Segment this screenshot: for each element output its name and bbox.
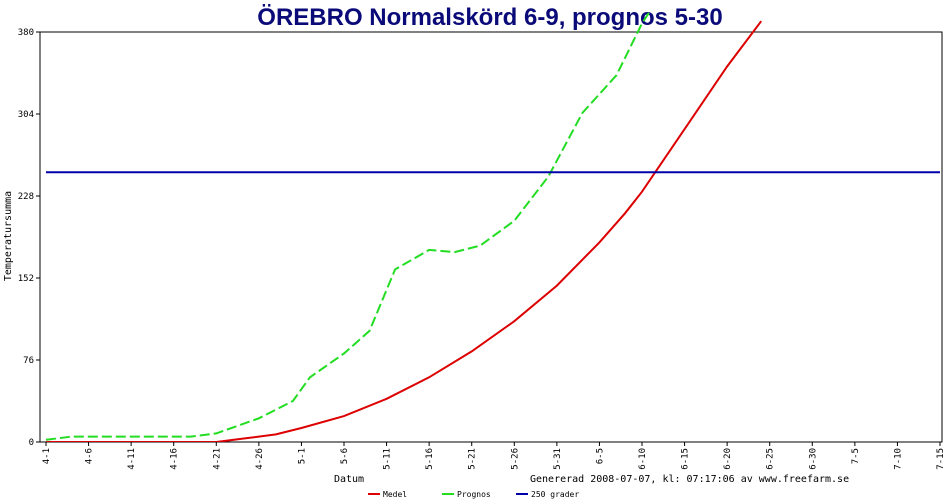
plot-area: 0 76 152 228 304 380 4-1 4-6 4-11 4-16 4-21 4-26 5-1… [18, 9, 946, 470]
x-tick-label: 4-21 [212, 448, 222, 470]
x-tick-label: 5-1 [297, 448, 307, 464]
y-tick-label: 380 [18, 28, 34, 38]
x-tick-label: 6-30 [808, 448, 818, 470]
x-tick-label: 6-5 [595, 448, 605, 464]
x-tick-label: 5-6 [340, 448, 350, 464]
x-tick-label: 6-25 [766, 448, 776, 470]
x-tick-label: 6-15 [681, 448, 691, 470]
x-tick-label: 5-31 [553, 448, 563, 470]
series-line-0 [46, 20, 762, 442]
series-line-1 [45, 9, 652, 441]
chart-title: ÖREBRO Normalskörd 6-9, prognos 5-30 [257, 4, 722, 31]
x-tick-label: 5-26 [510, 448, 520, 470]
legend-label: Medel [383, 490, 407, 499]
x-tick-label: 7-10 [893, 448, 903, 470]
x-tick-label: 7-5 [851, 448, 861, 464]
plot-frame [39, 31, 943, 443]
y-axis-label: Temperatursumma [3, 191, 14, 281]
y-tick-label: 0 [29, 438, 34, 448]
x-tick-label: 4-11 [127, 448, 137, 470]
x-tick-label: 6-10 [638, 448, 648, 470]
y-tick-label: 228 [18, 192, 34, 202]
x-tick-label: 4-6 [85, 448, 95, 464]
x-tick-label: 5-16 [425, 448, 435, 470]
x-tick-label: 5-11 [383, 448, 393, 470]
legend-label: Prognos [457, 490, 491, 499]
x-tick-label: 4-16 [170, 448, 180, 470]
y-tick-label: 76 [23, 356, 34, 366]
x-axis-label: Datum [334, 474, 364, 485]
legend-label: 250 grader [531, 490, 579, 499]
x-tick-label: 4-26 [255, 448, 265, 470]
y-tick-label: 152 [18, 274, 34, 284]
x-tick-label: 6-20 [723, 448, 733, 470]
x-tick-label: 5-21 [468, 448, 478, 470]
legend: Medel Prognos 250 grader [368, 490, 579, 499]
footer-text: Genererad 2008-07-07, kl: 07:17:06 av ww… [530, 474, 849, 485]
y-tick-label: 304 [18, 110, 34, 120]
x-tick-label: 7-15 [936, 448, 946, 470]
x-tick-label: 4-1 [42, 448, 52, 464]
